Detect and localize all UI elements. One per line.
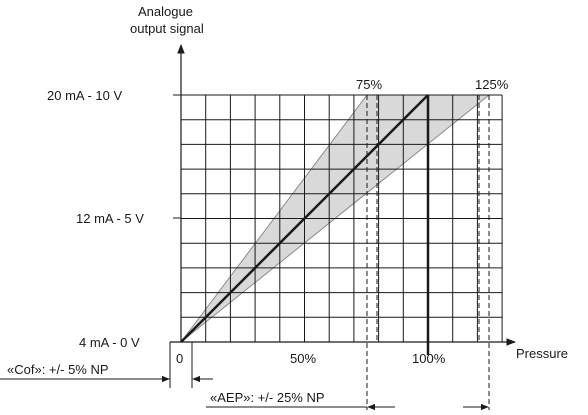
- x-tick-label-zero: 0: [176, 351, 183, 366]
- y-axis-label-line2: output signal: [130, 21, 204, 36]
- marker-75: 75%: [356, 77, 382, 92]
- aep-label: «AEP»: +/- 25% NP: [210, 390, 325, 405]
- x-tick-label-100: 100%: [412, 351, 446, 366]
- y-tick-label-mid: 12 mA - 5 V: [76, 211, 144, 226]
- cof-label: «Cof»: +/- 5% NP: [7, 362, 109, 377]
- nominal-line: [180, 94, 429, 343]
- y-tick-label-bottom: 4 mA - 0 V: [79, 335, 140, 350]
- x-axis-label: Pressure: [516, 346, 568, 361]
- x-tick-label-50: 50%: [290, 351, 316, 366]
- y-tick-label-top: 20 mA - 10 V: [47, 88, 122, 103]
- y-axis-label-line1: Analogue: [138, 4, 193, 19]
- marker-125: 125%: [475, 77, 509, 92]
